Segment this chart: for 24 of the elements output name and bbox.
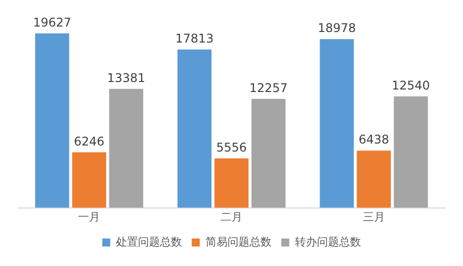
data-label: 17813 <box>175 32 214 46</box>
legend-label: 处置问题总数 <box>116 235 182 248</box>
bar <box>394 96 428 208</box>
bar <box>109 88 144 208</box>
data-label: 6246 <box>74 134 104 148</box>
bar <box>177 49 212 208</box>
data-label: 19627 <box>33 15 72 30</box>
data-label: 5556 <box>216 140 247 155</box>
legend-label: 简易问题总数 <box>205 235 272 248</box>
data-label: 6438 <box>358 132 390 147</box>
data-label: 13381 <box>107 70 146 85</box>
data-label: 18978 <box>318 21 356 36</box>
bar <box>356 150 391 208</box>
bar <box>214 158 249 208</box>
bar <box>320 39 354 208</box>
bar <box>35 33 70 208</box>
data-label: 12257 <box>249 80 288 95</box>
data-label: 12540 <box>392 78 430 92</box>
x-tick-label: 二月 <box>220 210 242 224</box>
bar <box>251 98 286 208</box>
x-tick-label: 一月 <box>78 210 100 224</box>
bar <box>72 152 106 208</box>
legend-label: 转办问题总数 <box>294 235 361 248</box>
x-tick-label: 三月 <box>362 210 385 224</box>
